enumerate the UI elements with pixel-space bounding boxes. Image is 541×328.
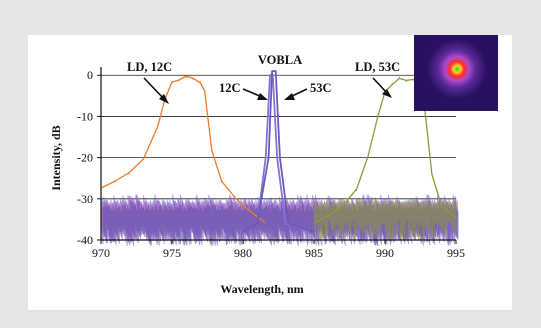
- y-axis-label: Intensity, dB: [49, 125, 63, 190]
- series-3-point-9: [405, 80, 407, 83]
- series-0-point-15: [249, 210, 251, 212]
- annotation-12c: 12C: [219, 81, 241, 95]
- series-0-point-11: [204, 91, 206, 93]
- noise-trace-olive: [313, 198, 457, 240]
- series-1-point-2: [265, 157, 267, 159]
- x-tick-label-5: 995: [447, 246, 465, 260]
- series-layer: [100, 70, 457, 233]
- series-0-point-1: [114, 181, 116, 183]
- annotation-ld-12c: LD, 12C: [127, 60, 172, 74]
- series-0-point-9: [192, 78, 194, 80]
- series-3-point-13: [431, 173, 433, 175]
- x-tick-label-1: 975: [163, 246, 181, 260]
- y-tick-label-1: -10: [77, 109, 93, 123]
- series-3-point-3: [356, 189, 358, 192]
- x-tick-label-0: 970: [92, 246, 110, 260]
- series-3-point-1: [327, 214, 329, 216]
- y-tick-label-2: -20: [77, 151, 93, 165]
- arrow-12c: [242, 88, 263, 98]
- series-0-point-13: [221, 181, 223, 183]
- series-2-point-2: [267, 157, 270, 159]
- series-line-0: [100, 75, 265, 223]
- series-2-point-7: [313, 231, 315, 233]
- series-0-point-7: [178, 78, 180, 80]
- series-0-point-8: [185, 76, 187, 78]
- series-3-point-8: [398, 76, 400, 78]
- beam-spot: [427, 39, 487, 99]
- series-3-point-2: [341, 206, 343, 208]
- series-2-point-6: [287, 222, 290, 225]
- series-3-point-15: [455, 218, 457, 221]
- series-0-point-6: [171, 82, 173, 85]
- y-tick-label-3: -30: [77, 192, 93, 206]
- y-tick-label-0: 0: [87, 68, 93, 82]
- annotation-53c: 53C: [310, 81, 332, 95]
- series-line-3: [313, 77, 457, 224]
- y-tick-label-4: -40: [77, 233, 93, 247]
- series-2-point-3: [271, 70, 273, 72]
- series-3-point-7: [391, 82, 393, 85]
- annotations: LD, 12C VOBLA 12C 53C LD, 53C: [127, 53, 400, 104]
- series-0-point-12: [211, 148, 213, 150]
- series-3-point-10: [412, 78, 414, 80]
- series-0-point-2: [128, 173, 130, 175]
- series-2-point-5: [279, 157, 281, 159]
- arrowhead-12c: [257, 93, 268, 100]
- axis-layer: [97, 67, 457, 244]
- annotation-ld-53c: LD, 53C: [355, 60, 400, 74]
- x-tick-label-3: 985: [305, 246, 323, 260]
- series-3-point-14: [441, 206, 443, 208]
- series-2-point-0: [242, 231, 244, 233]
- arrowhead-ld-12c: [159, 94, 169, 104]
- x-tick-label-2: 980: [234, 246, 252, 260]
- series-2-point-1: [256, 222, 258, 225]
- series-0-point-16: [263, 222, 265, 225]
- noise-floor: [100, 194, 459, 246]
- spectrum-chart: 970 975 980 985 990 995 0 -10 -20 -30 -40 Waveleng…: [49, 35, 498, 296]
- series-0-point-14: [235, 198, 237, 200]
- series-3-point-4: [367, 157, 369, 159]
- arrowhead-53c: [284, 93, 295, 100]
- series-1-point-6: [285, 222, 287, 225]
- series-3-point-0: [313, 222, 315, 225]
- arrowhead-ld-53c: [382, 89, 392, 98]
- series-2-point-4: [275, 70, 277, 72]
- series-line-2: [242, 70, 315, 233]
- chart-panel: 970 975 980 985 990 995 0 -10 -20 -30 -40 Waveleng…: [28, 35, 512, 310]
- x-tick-label-4: 990: [376, 246, 394, 260]
- tick-labels: 970 975 980 985 990 995 0 -10 -20 -30 -40: [77, 68, 465, 260]
- series-0-point-4: [157, 124, 159, 126]
- series-3-point-5: [377, 115, 379, 118]
- annotation-vobla: VOBLA: [258, 53, 302, 67]
- arrow-ld-12c: [143, 77, 166, 101]
- beam-profile-inset: [414, 35, 498, 111]
- series-0-point-3: [143, 157, 145, 159]
- series-1-point-5: [276, 157, 278, 159]
- series-0-point-10: [199, 80, 201, 83]
- series-1-point-3: [269, 74, 271, 76]
- x-axis-label: Wavelength, nm: [220, 282, 303, 296]
